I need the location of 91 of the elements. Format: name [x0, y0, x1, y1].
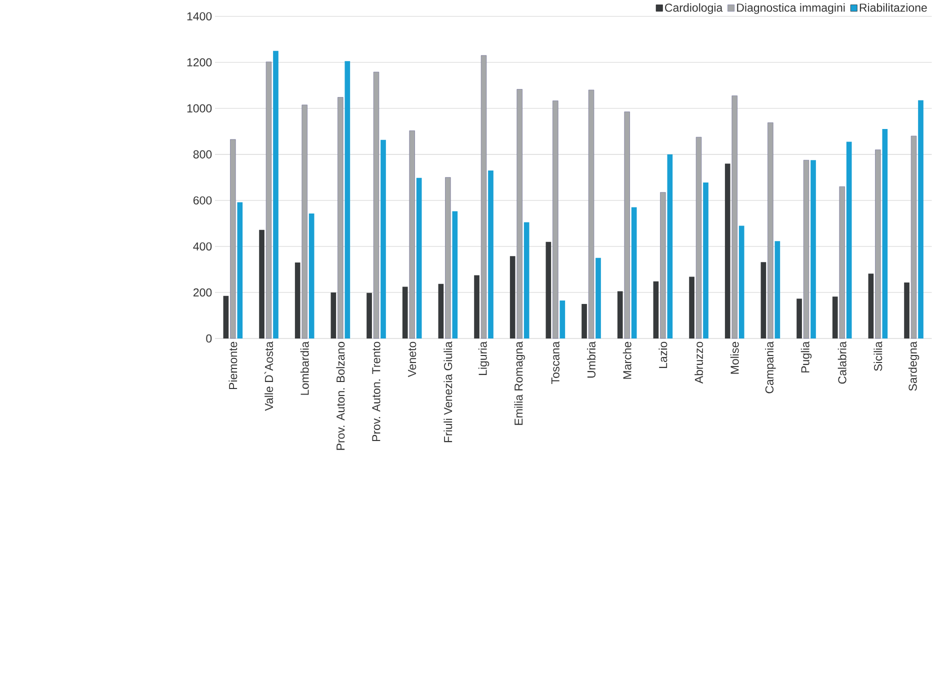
bar	[738, 225, 744, 338]
x-tick-label: Prov. Auton. Bolzano	[336, 342, 345, 450]
bar	[839, 186, 845, 338]
bar	[810, 160, 816, 338]
bar	[552, 100, 558, 338]
bar	[653, 281, 659, 338]
x-tick-label: Sardegna	[908, 341, 920, 391]
bar	[904, 282, 910, 338]
y-tick-label: 800	[193, 150, 212, 158]
x-tick-label: Marche	[622, 342, 632, 379]
bar	[760, 262, 766, 338]
y-tick-label: 1000	[187, 104, 212, 112]
bar	[338, 96, 344, 338]
y-tick-label: 1200	[187, 58, 212, 66]
bar	[617, 291, 623, 338]
bar	[588, 90, 594, 338]
legend-label: Cardiologia	[665, 3, 723, 14]
bar	[266, 61, 272, 338]
bar	[294, 262, 300, 338]
bar	[409, 130, 415, 338]
bar	[846, 141, 852, 338]
y-tick-label: 400	[193, 242, 212, 250]
bar	[796, 298, 802, 338]
bar	[380, 140, 386, 338]
x-tick-label: Emilia Romagna	[514, 341, 525, 425]
x-tick-label: Lazio	[658, 342, 668, 368]
x-tick-label: Liguria	[478, 341, 490, 375]
bar	[724, 163, 730, 338]
bar	[438, 284, 444, 338]
x-tick-label: Umbria	[587, 341, 596, 378]
bar	[366, 292, 372, 338]
bar	[582, 304, 587, 338]
x-tick-label: Sicilia	[874, 341, 882, 371]
bar	[330, 292, 336, 338]
bar	[918, 100, 924, 338]
bar	[703, 182, 708, 338]
x-tick-label: Prov. Auton. Trento	[372, 342, 380, 441]
bar	[488, 170, 494, 338]
bar	[832, 296, 838, 338]
bar	[696, 136, 702, 338]
legend-label: Riabilitazione	[860, 3, 927, 12]
bar	[596, 258, 601, 338]
x-tick-label: Friuli Venezia Giulia	[444, 341, 452, 442]
x-tick-label: Lombardia	[300, 341, 309, 395]
bar	[259, 230, 264, 338]
y-tick-label: 0	[206, 334, 212, 342]
y-tick-label: 200	[193, 288, 212, 296]
bar	[474, 274, 480, 338]
bar	[774, 240, 780, 338]
bar	[660, 192, 666, 338]
x-tick-label: Piemonte	[228, 342, 238, 389]
bar	[510, 256, 516, 338]
bar	[732, 95, 738, 338]
x-tick-label: Toscana	[551, 341, 560, 384]
bar	[803, 160, 810, 338]
bar	[875, 149, 881, 338]
x-tick-label: Molise	[730, 342, 739, 374]
bar	[445, 176, 451, 338]
bar	[624, 111, 630, 338]
bar	[480, 55, 487, 338]
bar	[402, 286, 408, 338]
bar	[868, 273, 874, 338]
bar	[237, 202, 243, 338]
x-tick-label: Puglia	[800, 341, 812, 372]
y-tick-label: 1400	[187, 12, 212, 20]
bar	[667, 154, 673, 338]
bar	[223, 296, 229, 338]
bar	[910, 136, 917, 338]
bar	[560, 300, 566, 338]
bar	[344, 60, 350, 338]
x-tick-label: Veneto	[408, 342, 416, 377]
bar	[882, 128, 888, 338]
bar	[689, 276, 694, 338]
bar	[768, 122, 774, 338]
bar	[452, 210, 458, 338]
bar	[524, 222, 530, 338]
bar	[416, 178, 422, 338]
bar	[631, 207, 637, 338]
x-tick-label: Abruzzo	[694, 342, 703, 384]
bar	[516, 88, 522, 338]
y-tick-label: 600	[193, 196, 212, 204]
x-tick-label: Valle D`Aosta	[264, 341, 274, 411]
bar	[230, 139, 236, 338]
x-tick-label: Calabria	[838, 341, 846, 384]
x-tick-label: Campania	[765, 341, 776, 394]
bar	[302, 104, 308, 338]
bar	[373, 72, 380, 338]
bar	[308, 213, 314, 338]
legend-label: Diagnostica immagini	[737, 3, 845, 14]
bar	[273, 50, 278, 338]
bar	[546, 242, 552, 338]
